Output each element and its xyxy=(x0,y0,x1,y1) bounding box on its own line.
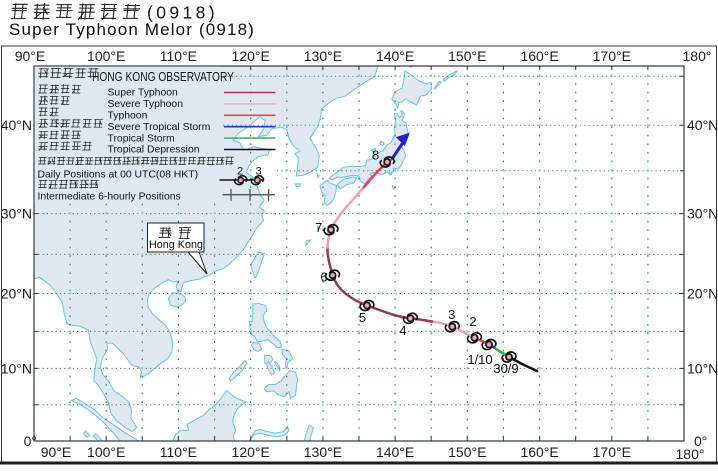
svg-text:110°E: 110°E xyxy=(160,444,197,460)
svg-text:30°N: 30°N xyxy=(1,206,32,222)
svg-text:Intermediate 6-hourly Position: Intermediate 6-hourly Positions xyxy=(38,192,181,203)
svg-text:Daily Positions at 00 UTC(08 H: Daily Positions at 00 UTC(08 HKT) xyxy=(38,170,199,181)
svg-text:130°E: 130°E xyxy=(304,48,342,64)
svg-text:6: 6 xyxy=(320,270,327,285)
svg-text:40°N: 40°N xyxy=(687,117,718,133)
svg-text:160°E: 160°E xyxy=(520,48,558,64)
svg-text:3: 3 xyxy=(255,166,261,178)
svg-text:5: 5 xyxy=(359,310,366,325)
svg-text:2: 2 xyxy=(237,166,243,178)
svg-text:Super Typhoon: Super Typhoon xyxy=(108,88,179,99)
svg-text:150°E: 150°E xyxy=(448,48,486,64)
svg-text:100°E: 100°E xyxy=(87,444,125,460)
svg-text:90°E: 90°E xyxy=(15,48,46,64)
svg-text:HONG KONG OBSERVATORY: HONG KONG OBSERVATORY xyxy=(92,69,234,84)
svg-text:0°: 0° xyxy=(694,433,707,449)
svg-text:120°E: 120°E xyxy=(232,48,270,64)
svg-text:150°E: 150°E xyxy=(448,444,486,460)
svg-text:90°E: 90°E xyxy=(41,444,72,460)
svg-text:170°E: 170°E xyxy=(593,444,631,460)
svg-text:140°E: 140°E xyxy=(376,444,414,460)
svg-text:3: 3 xyxy=(448,307,455,322)
svg-text:140°E: 140°E xyxy=(376,48,414,64)
svg-text:40°N: 40°N xyxy=(1,117,32,133)
svg-text:20°N: 20°N xyxy=(687,286,718,302)
svg-text:7: 7 xyxy=(315,220,322,235)
svg-text:120°E: 120°E xyxy=(232,444,270,460)
svg-text:100°E: 100°E xyxy=(87,48,125,64)
svg-text:Severe Tropical Storm: Severe Tropical Storm xyxy=(108,122,211,133)
svg-text:Typhoon: Typhoon xyxy=(108,111,148,122)
svg-text:2: 2 xyxy=(469,314,476,329)
svg-text:30/9: 30/9 xyxy=(493,361,518,376)
svg-text:130°E: 130°E xyxy=(304,444,342,460)
svg-text:Hong Kong: Hong Kong xyxy=(149,239,203,251)
svg-text:Tropical Depression: Tropical Depression xyxy=(108,145,200,156)
svg-text:4: 4 xyxy=(399,323,406,338)
svg-text:170°E: 170°E xyxy=(593,48,631,64)
svg-text:0°: 0° xyxy=(24,433,37,449)
svg-text:180°: 180° xyxy=(683,48,712,64)
svg-text:180°: 180° xyxy=(676,446,705,462)
svg-text:Severe Typhoon: Severe Typhoon xyxy=(108,99,184,110)
svg-text:8: 8 xyxy=(372,148,379,163)
svg-text:(0918): (0918) xyxy=(147,3,218,23)
svg-text:Tropical Storm: Tropical Storm xyxy=(108,133,175,144)
svg-text:10°N: 10°N xyxy=(1,360,32,376)
svg-text:Super Typhoon Melor (0918): Super Typhoon Melor (0918) xyxy=(9,20,255,39)
svg-text:110°E: 110°E xyxy=(160,48,197,64)
svg-text:30°N: 30°N xyxy=(687,206,718,222)
svg-text:160°E: 160°E xyxy=(520,444,558,460)
svg-text:10°N: 10°N xyxy=(687,360,718,376)
svg-text:20°N: 20°N xyxy=(1,286,32,302)
svg-text:1/10: 1/10 xyxy=(467,352,492,367)
